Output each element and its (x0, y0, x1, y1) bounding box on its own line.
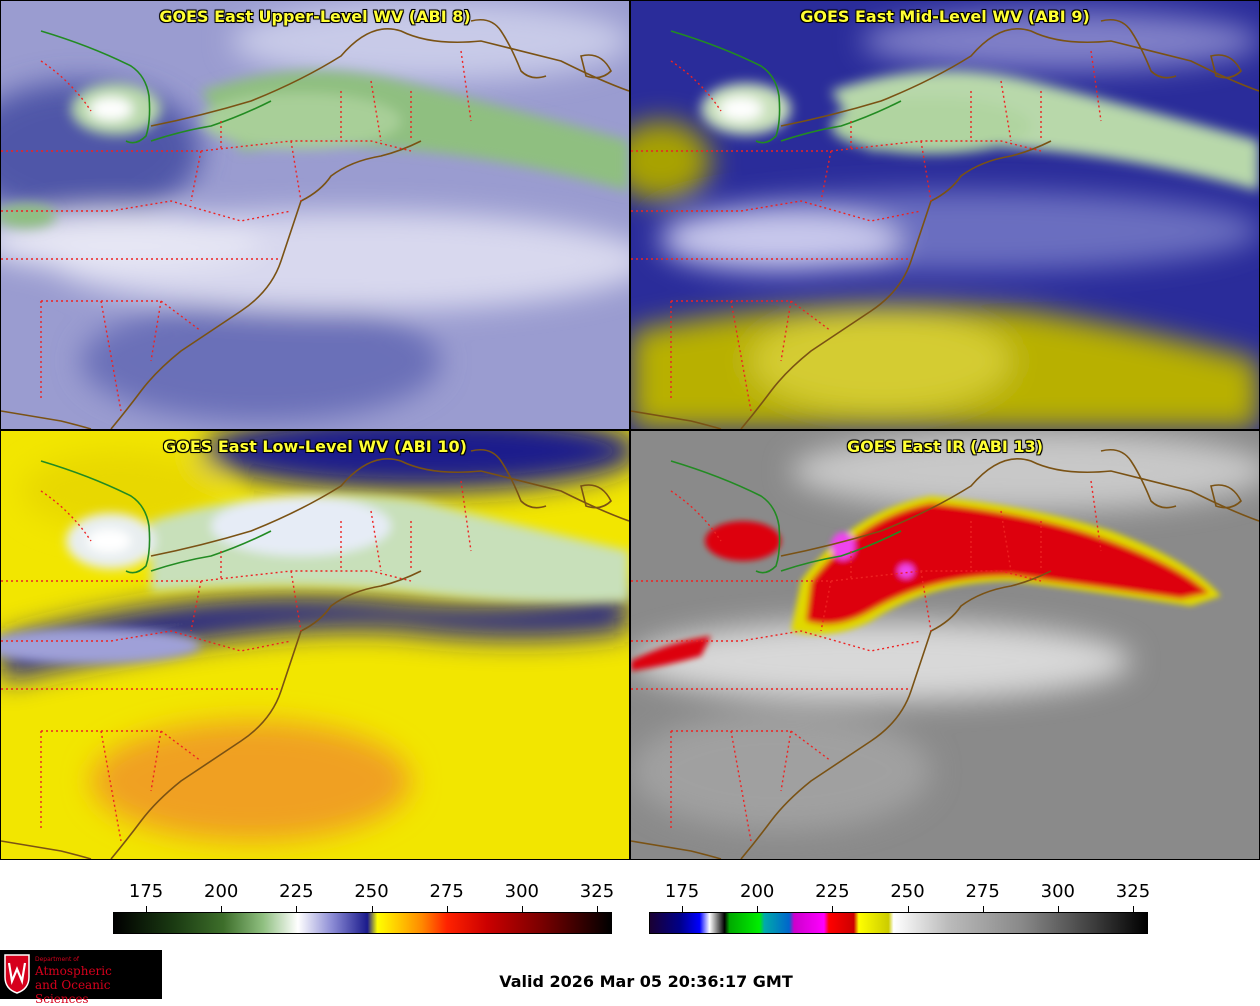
colorbar-tick-label: 325 (1115, 881, 1151, 902)
colorbar-tick-label: 275 (965, 881, 1000, 902)
colorbar-tick-mark (832, 906, 834, 912)
colorbar-tick-label: 175 (128, 881, 164, 902)
colorbar-tick-mark (1057, 906, 1059, 912)
wv-colorbar: 175 200 225 250 275 300 325 (113, 878, 615, 938)
panel-ir: GOES East IR (ABI 13) (630, 430, 1260, 860)
colorbar-tick-label: 325 (579, 881, 615, 902)
colorbar-tick-mark (446, 906, 448, 912)
low-wv-map-overlay (1, 448, 629, 859)
logo-line1: Atmospheric (35, 964, 112, 978)
colorbar-tick-mark (757, 906, 759, 912)
colorbar-tick-label: 200 (204, 881, 239, 902)
colorbar-tick-mark (982, 906, 984, 912)
colorbar-tick-mark (521, 906, 523, 912)
colorbar-tick-label: 275 (429, 881, 464, 902)
panel-upper-level-wv: GOES East Upper-Level WV (ABI 8) (0, 0, 630, 430)
colorbar-tick-mark (296, 906, 298, 912)
upper-wv-map-overlay (1, 18, 629, 429)
colorbar-tick-label: 200 (740, 881, 775, 902)
colorbar-tick-mark (907, 906, 909, 912)
colorbar-tick-mark (371, 906, 373, 912)
ir-map-overlay (631, 448, 1259, 859)
colorbar-tick-mark (596, 906, 598, 912)
colorbar-tick-label: 175 (664, 881, 700, 902)
low-wv-image (1, 431, 629, 859)
colorbar-tick-label: 300 (504, 881, 539, 902)
wv-colorbar-gradient (113, 912, 612, 934)
panel-low-level-wv: GOES East Low-Level WV (ABI 10) (0, 430, 630, 860)
colorbar-tick-label: 300 (1040, 881, 1075, 902)
aos-logo: Department of Atmospheric and Oceanic Sc… (0, 950, 162, 1006)
ir-colorbar-gradient (649, 912, 1148, 934)
mid-wv-map-overlay (631, 18, 1259, 429)
ir-image (631, 431, 1259, 859)
colorbar-tick-label: 250 (890, 881, 925, 902)
colorbar-tick-label: 250 (354, 881, 389, 902)
logo-dept: Department of (35, 956, 79, 963)
colorbar-tick-label: 225 (279, 881, 314, 902)
colorbar-tick-mark (221, 906, 223, 912)
valid-time: Valid 2026 Mar 05 20:36:17 GMT (499, 972, 793, 991)
mid-wv-image (631, 1, 1259, 429)
upper-wv-image (1, 1, 629, 429)
panel-mid-level-wv: GOES East Mid-Level WV (ABI 9) (630, 0, 1260, 430)
uw-crest-icon (4, 954, 30, 994)
colorbar-tick-mark (1132, 906, 1134, 912)
colorbar-tick-label: 225 (815, 881, 850, 902)
colorbar-tick-mark (146, 906, 148, 912)
colorbar-tick-mark (682, 906, 684, 912)
ir-colorbar: 175 200 225 250 275 300 325 (649, 878, 1151, 938)
